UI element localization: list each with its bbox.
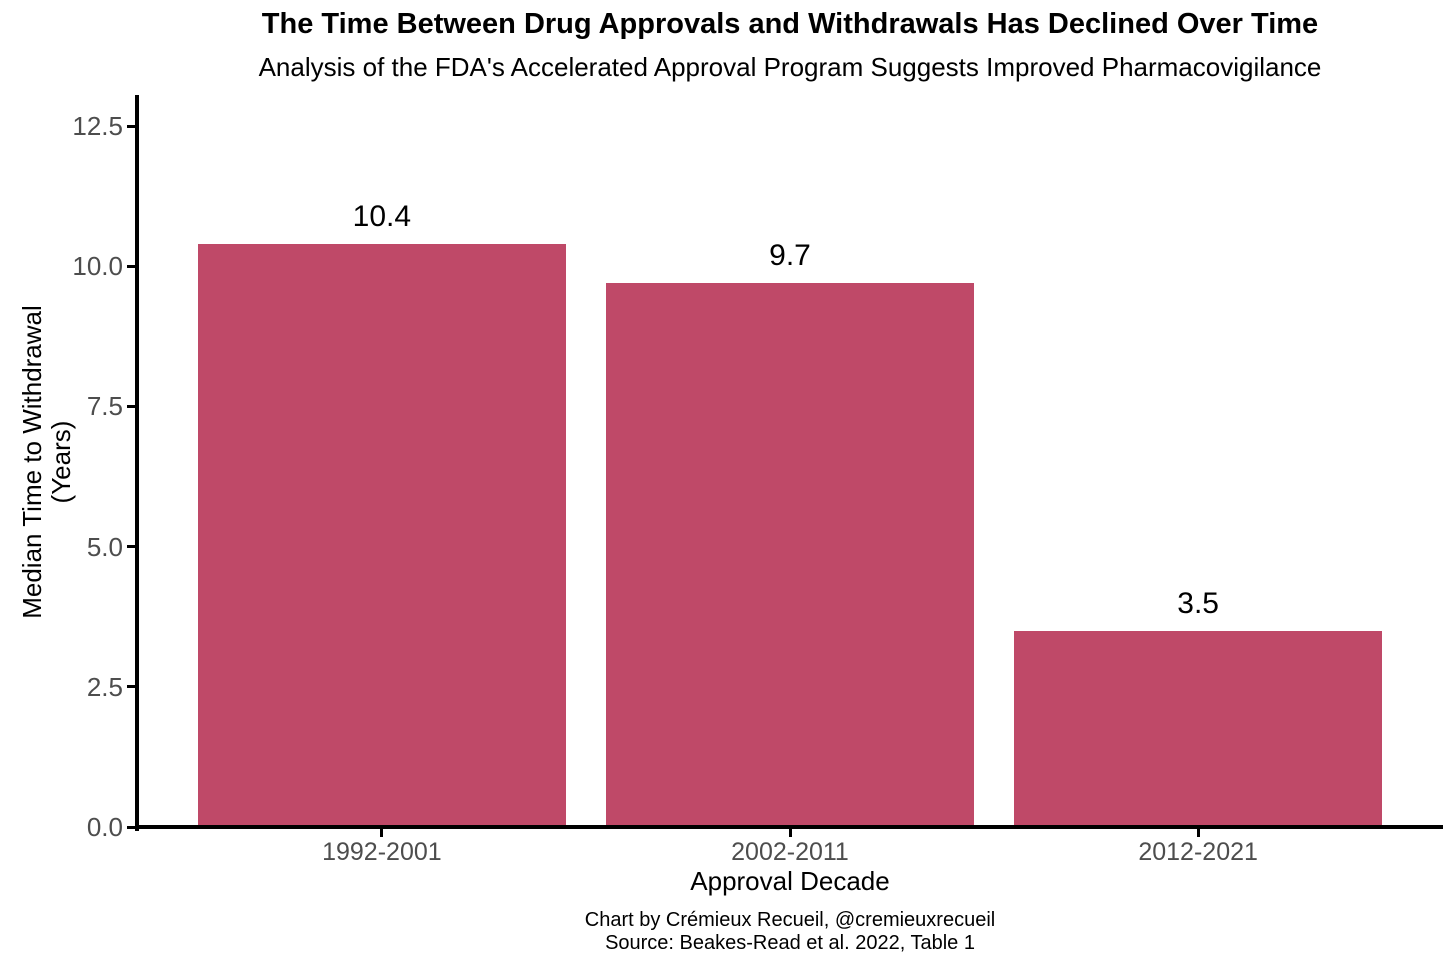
x-tick-label: 1992-2001: [322, 838, 442, 866]
chart-subtitle: Analysis of the FDA's Accelerated Approv…: [258, 52, 1322, 82]
bar-value-label: 3.5: [1177, 586, 1219, 620]
bar: [1014, 630, 1382, 825]
y-tick-mark: [127, 825, 135, 829]
y-tick-label: 2.5: [86, 671, 123, 702]
bar-value-label: 9.7: [769, 239, 811, 273]
bar: [198, 243, 566, 825]
y-tick-label: 12.5: [72, 111, 123, 141]
caption-credit: Chart by Crémieux Recueil, @cremieuxrecu…: [584, 909, 996, 931]
x-tick-label: 2002-2011: [731, 838, 849, 866]
y-axis-line: [135, 95, 139, 831]
x-tick-mark: [788, 829, 792, 837]
x-axis-title: Approval Decade: [690, 866, 890, 896]
y-tick-mark: [127, 264, 135, 268]
y-tick-label: 7.5: [86, 391, 123, 422]
chart-caption: Chart by Crémieux Recueil, @cremieuxrecu…: [137, 909, 1443, 955]
bar-value-label: 10.4: [352, 199, 412, 233]
y-tick-mark: [127, 685, 135, 689]
caption-source: Source: Beakes-Read et al. 2022, Table 1: [605, 932, 975, 954]
y-tick-mark: [127, 545, 135, 549]
y-axis-title: Median Time to Withdrawal (Years): [17, 305, 76, 619]
x-tick-mark: [1196, 829, 1200, 837]
x-tick-label: 2012-2021: [1138, 838, 1258, 866]
bar: [606, 283, 974, 825]
y-tick-label: 0.0: [86, 812, 123, 842]
y-tick-label: 5.0: [86, 531, 123, 562]
y-tick-mark: [127, 124, 135, 128]
x-axis-line: [135, 825, 1443, 829]
x-tick-mark: [380, 829, 384, 837]
chart-title: The Time Between Drug Approvals and With…: [261, 8, 1319, 40]
y-tick-label: 10.0: [72, 251, 123, 282]
y-tick-mark: [127, 404, 135, 408]
